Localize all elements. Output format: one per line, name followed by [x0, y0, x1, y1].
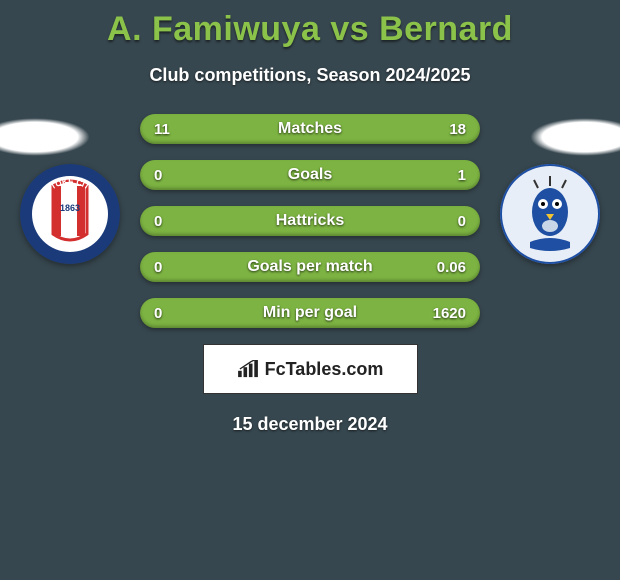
crest-left: 1863 STOKE CITY THE POTTERS: [20, 164, 120, 264]
crest-left-svg: 1863 STOKE CITY THE POTTERS: [20, 164, 120, 264]
stat-right-value: 1620: [433, 305, 466, 322]
bar-chart-icon: [237, 360, 259, 378]
stat-bars: 11 Matches 18 0 Goals 1 0 Hattricks 0 0 …: [140, 114, 480, 328]
stat-left-value: 0: [154, 167, 162, 184]
stat-label: Min per goal: [140, 304, 480, 322]
stat-label: Matches: [140, 120, 480, 138]
stat-left-value: 0: [154, 305, 162, 322]
page-title: A. Famiwuya vs Bernard: [0, 0, 620, 49]
stat-right-value: 1: [458, 167, 466, 184]
crest-right-svg: [500, 164, 600, 264]
stat-right-value: 0.06: [437, 259, 466, 276]
stat-row-goals: 0 Goals 1: [140, 160, 480, 190]
stat-left-value: 0: [154, 259, 162, 276]
stat-left-value: 11: [154, 121, 170, 138]
ellipse-right: [530, 118, 620, 156]
fctables-logo: FcTables.com: [203, 344, 418, 394]
stat-label: Goals per match: [140, 258, 480, 276]
subtitle: Club competitions, Season 2024/2025: [0, 65, 620, 86]
stat-row-min-per-goal: 0 Min per goal 1620: [140, 298, 480, 328]
stat-right-value: 18: [449, 121, 466, 138]
stat-label: Goals: [140, 166, 480, 184]
stat-row-hattricks: 0 Hattricks 0: [140, 206, 480, 236]
svg-text:1863: 1863: [60, 203, 80, 213]
date-label: 15 december 2024: [0, 414, 620, 435]
ellipse-left: [0, 118, 90, 156]
crest-left-inner: 1863 STOKE CITY THE POTTERS: [20, 164, 120, 264]
crest-right-inner: [500, 164, 600, 264]
fctables-logo-text: FcTables.com: [265, 359, 384, 380]
crest-right: [500, 164, 600, 264]
stat-label: Hattricks: [140, 212, 480, 230]
stat-right-value: 0: [458, 213, 466, 230]
stat-row-goals-per-match: 0 Goals per match 0.06: [140, 252, 480, 282]
stat-left-value: 0: [154, 213, 162, 230]
comparison-stage: 1863 STOKE CITY THE POTTERS: [0, 114, 620, 328]
stat-row-matches: 11 Matches 18: [140, 114, 480, 144]
